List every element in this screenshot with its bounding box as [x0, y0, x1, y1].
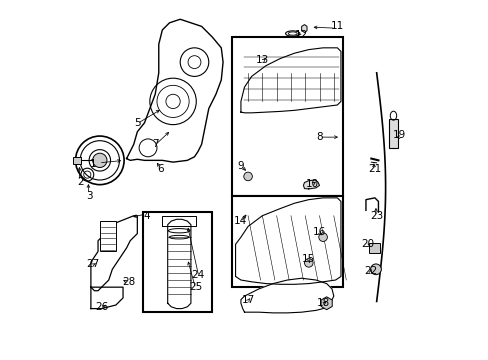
Text: 9: 9 [237, 161, 244, 171]
Text: 7: 7 [152, 139, 158, 149]
Text: 5: 5 [134, 118, 141, 128]
Text: 21: 21 [367, 164, 381, 174]
Text: 2: 2 [77, 177, 83, 187]
Text: 18: 18 [316, 298, 329, 308]
Text: 13: 13 [255, 55, 268, 65]
Polygon shape [303, 180, 319, 189]
Bar [368, 243, 379, 253]
Text: 27: 27 [86, 259, 99, 269]
Text: 12: 12 [294, 30, 307, 40]
Circle shape [93, 153, 107, 167]
Text: 28: 28 [122, 277, 135, 287]
Text: 19: 19 [392, 130, 406, 140]
Text: 1: 1 [89, 159, 96, 169]
Text: 3: 3 [85, 191, 92, 201]
Text: 26: 26 [95, 302, 108, 312]
FancyBboxPatch shape [231, 196, 342, 287]
Circle shape [370, 264, 381, 275]
Bar [100, 221, 116, 251]
Circle shape [244, 172, 252, 181]
Text: 22: 22 [364, 266, 377, 276]
Bar [73, 157, 81, 164]
Text: 15: 15 [302, 253, 315, 264]
Text: 23: 23 [369, 211, 383, 221]
Text: 24: 24 [191, 270, 204, 280]
Polygon shape [241, 278, 333, 313]
Polygon shape [301, 24, 306, 32]
Circle shape [304, 258, 312, 267]
Text: 16: 16 [312, 227, 325, 237]
Circle shape [318, 233, 326, 242]
Text: 8: 8 [316, 132, 322, 142]
Text: 11: 11 [330, 21, 343, 31]
Text: 20: 20 [361, 239, 373, 249]
Text: 6: 6 [157, 164, 163, 174]
FancyBboxPatch shape [142, 212, 212, 312]
Text: 25: 25 [189, 282, 203, 292]
Text: 17: 17 [241, 295, 254, 305]
Text: 14: 14 [234, 216, 247, 226]
FancyBboxPatch shape [231, 37, 342, 196]
Text: 4: 4 [142, 211, 149, 221]
Bar [388, 119, 397, 148]
Text: 10: 10 [305, 179, 318, 189]
